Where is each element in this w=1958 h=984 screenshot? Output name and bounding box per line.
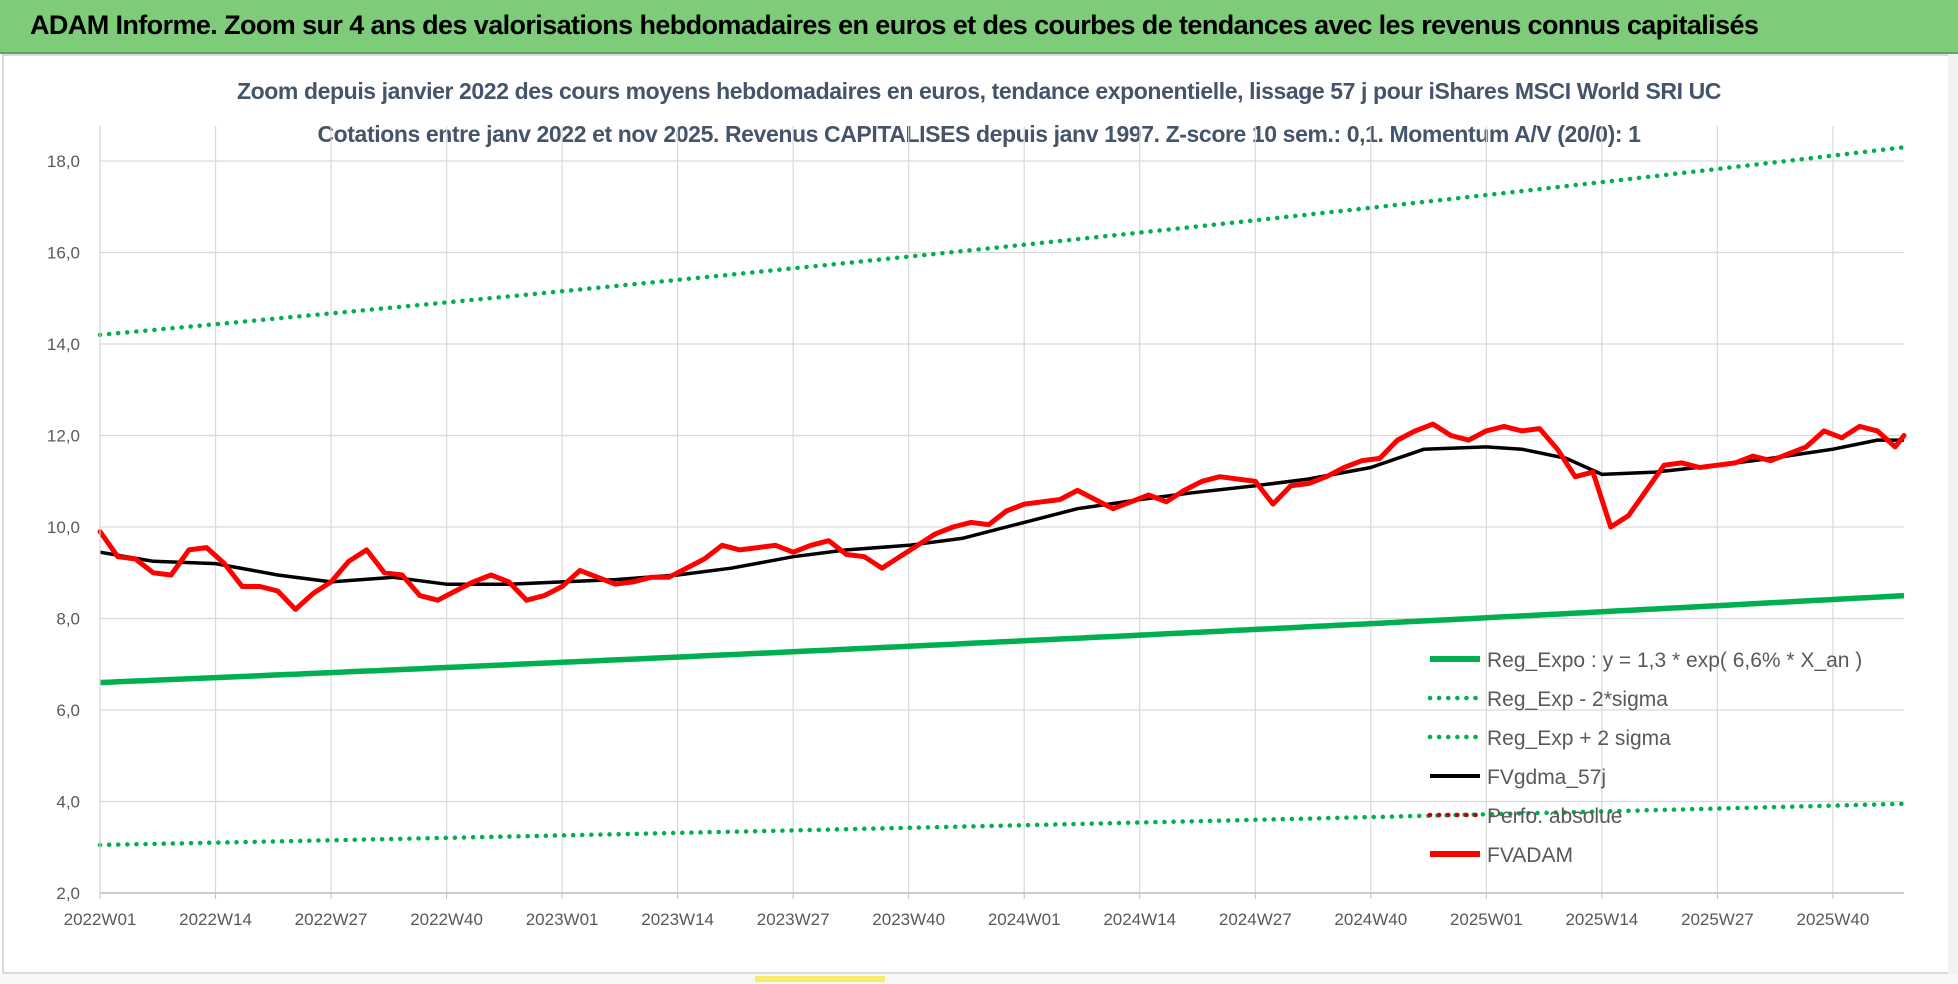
chart-title: Zoom depuis janvier 2022 des cours moyen… — [236, 78, 1721, 104]
y-tick-label: 12,0 — [47, 427, 80, 446]
report-title: ADAM Informe. Zoom sur 4 ans des valoris… — [30, 10, 1759, 40]
x-tick-label: 2022W14 — [179, 910, 252, 929]
x-tick-label: 2024W14 — [1103, 910, 1176, 929]
legend-label: Reg_Exp + 2 sigma — [1487, 727, 1671, 750]
x-tick-label: 2023W27 — [757, 910, 830, 929]
y-tick-label: 16,0 — [47, 244, 80, 263]
series-layer — [97, 145, 1907, 848]
x-tick-label: 2025W14 — [1565, 910, 1638, 929]
y-tick-label: 6,0 — [56, 701, 80, 720]
legend-label: Reg_Expo : y = 1,3 * exp( 6,6% * X_an ) — [1487, 649, 1862, 672]
grid-layer — [99, 126, 1904, 894]
legend-label: FVgdma_57j — [1487, 766, 1606, 789]
y-tick-label: 8,0 — [56, 610, 80, 629]
y-tick-label: 18,0 — [47, 152, 80, 171]
series-line-reg-exp-2-sigma — [97, 145, 1907, 338]
series-line-reg-exp-2-sigma — [97, 801, 1907, 848]
y-tick-label: 10,0 — [47, 518, 80, 537]
x-tick-label: 2024W40 — [1334, 910, 1407, 929]
selection-marker — [755, 976, 885, 982]
x-tick-label: 2025W27 — [1681, 910, 1754, 929]
axis-layer: 2,0 4,0 6,0 8,0 10,0 12,0 14,0 16,0 18,0 2022W01 2… — [47, 126, 1904, 929]
x-tick-label: 2023W01 — [526, 910, 599, 929]
report-banner: ADAM Informe. Zoom sur 4 ans des valoris… — [0, 0, 1958, 54]
chart-subtitle: Cotations entre janv 2022 et nov 2025. R… — [317, 121, 1641, 147]
x-tick-label: 2025W40 — [1797, 910, 1870, 929]
y-tick-label: 4,0 — [56, 793, 80, 812]
x-tick-label: 2025W01 — [1450, 910, 1523, 929]
x-tick-label: 2023W14 — [641, 910, 714, 929]
y-tick-label: 2,0 — [56, 884, 80, 903]
series-line-fvgdma-57j — [99, 438, 1904, 586]
x-tick-label: 2022W40 — [410, 910, 483, 929]
legend-label: FVADAM — [1487, 844, 1573, 867]
x-tick-label: 2022W01 — [64, 910, 137, 929]
x-tick-label: 2022W27 — [295, 910, 368, 929]
x-tick-label: 2023W40 — [872, 910, 945, 929]
series-line-reg-expo-y-1-3-exp-6-6-x-an — [99, 592, 1905, 686]
y-tick-label: 14,0 — [47, 335, 80, 354]
legend: Reg_Expo : y = 1,3 * exp( 6,6% * X_an ) R… — [1427, 649, 1862, 867]
bottom-edge — [0, 974, 1958, 984]
x-tick-label: 2024W27 — [1219, 910, 1292, 929]
legend-label: Reg_Exp - 2*sigma — [1487, 688, 1668, 711]
series-line-fvadam — [97, 421, 1907, 612]
legend-label: Perfo. absolue — [1487, 805, 1622, 828]
x-tick-label: 2024W01 — [988, 910, 1061, 929]
right-scroll-edge — [1948, 54, 1958, 974]
